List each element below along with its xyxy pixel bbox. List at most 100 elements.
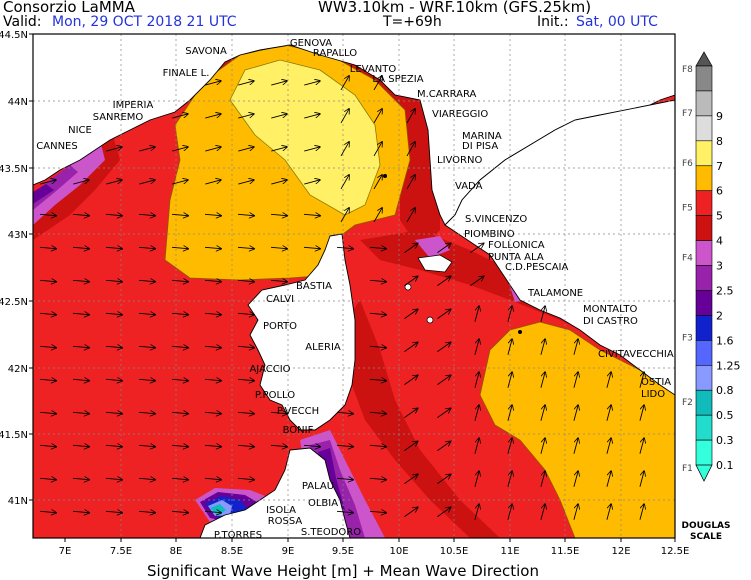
place-label: FOLLONICA bbox=[488, 240, 545, 251]
colorbar-segment bbox=[696, 266, 712, 291]
place-label: S.TEODORO bbox=[301, 527, 361, 538]
place-label: DI CASTRO bbox=[583, 316, 638, 327]
colorbar-value: 1.6 bbox=[716, 334, 734, 347]
colorbar-value: 0.5 bbox=[716, 409, 734, 422]
place-label: FINALE L. bbox=[163, 68, 210, 79]
place-label: LIVORNO bbox=[437, 155, 482, 166]
wave-height-colorbar: 0.1 0.3 0.5 0.8 1.25 1.6 2 2.5 3 4 5 6 7 8 9 F1 F2 F3 F4 F5… bbox=[682, 52, 741, 542]
douglas-force-label: F1 bbox=[682, 464, 693, 474]
colorbar-segment bbox=[696, 166, 712, 191]
place-label: LA SPEZIA bbox=[372, 74, 423, 85]
place-label: P.POLLO bbox=[255, 390, 295, 401]
colorbar-caption: SCALE bbox=[690, 532, 722, 542]
colorbar-top-arrow bbox=[696, 52, 712, 66]
place-label: ISOLA bbox=[266, 505, 296, 516]
place-label: IMPERIA bbox=[113, 100, 154, 111]
place-label: CIVITAVECCHIA bbox=[598, 349, 674, 360]
place-label: P.TORRES bbox=[214, 530, 262, 541]
place-label: P.VECCH bbox=[277, 406, 319, 417]
lon-tick-label: 12E bbox=[611, 546, 630, 557]
colorbar-value: 2 bbox=[716, 309, 723, 322]
douglas-force-label: F6 bbox=[682, 159, 693, 169]
colorbar-value: 0.3 bbox=[716, 434, 734, 447]
colorbar-value: 7 bbox=[716, 160, 723, 173]
place-label: OSTIA bbox=[641, 377, 671, 388]
colorbar-value: 1.25 bbox=[716, 359, 741, 372]
lat-tick-label: 42N bbox=[8, 364, 28, 375]
colorbar-segment bbox=[696, 390, 712, 415]
douglas-force-label: F7 bbox=[682, 109, 693, 119]
place-label: DI PISA bbox=[462, 141, 498, 152]
place-label: PALAU bbox=[302, 481, 334, 492]
colorbar-segment bbox=[696, 241, 712, 266]
lon-tick-label: 8E bbox=[170, 546, 183, 557]
map-caption: Significant Wave Height [m] + Mean Wave … bbox=[147, 562, 539, 580]
colorbar-segment bbox=[696, 290, 712, 315]
colorbar-segment bbox=[696, 440, 712, 465]
place-label: PIOMBINO bbox=[464, 229, 515, 240]
lon-tick-label: 11.5E bbox=[551, 546, 580, 557]
douglas-force-label: F5 bbox=[682, 204, 693, 214]
colorbar-caption: DOUGLAS bbox=[682, 521, 731, 531]
lon-tick-label: 10.5E bbox=[440, 546, 469, 557]
colorbar-value: 9 bbox=[716, 110, 723, 123]
colorbar-segment bbox=[696, 91, 712, 116]
lat-tick-label: 44.5N bbox=[0, 30, 28, 41]
lon-tick-label: 11E bbox=[500, 546, 519, 557]
colorbar-segment bbox=[696, 365, 712, 390]
lat-tick-label: 43.5N bbox=[0, 164, 28, 175]
lon-tick-label: 8.5E bbox=[221, 546, 243, 557]
colorbar-value: 0.1 bbox=[716, 459, 734, 472]
colorbar-segment bbox=[696, 191, 712, 216]
place-label: C.D.PESCAIA bbox=[505, 262, 569, 273]
place-label: VADA bbox=[455, 181, 483, 192]
place-label: S.VINCENZO bbox=[465, 214, 527, 225]
place-label: NICE bbox=[68, 125, 92, 136]
colorbar-value: 3 bbox=[716, 260, 723, 273]
lat-tick-label: 41N bbox=[8, 496, 28, 507]
colorbar-segment bbox=[696, 415, 712, 440]
douglas-force-label: F4 bbox=[682, 254, 693, 264]
douglas-force-label: F8 bbox=[682, 65, 693, 75]
place-label: CALVI bbox=[266, 294, 294, 305]
colorbar-segment bbox=[696, 315, 712, 340]
place-label: AJACCIO bbox=[249, 364, 290, 375]
lon-tick-label: 12.5E bbox=[661, 546, 690, 557]
place-label: PORTO bbox=[263, 321, 297, 332]
lon-tick-label: 10E bbox=[389, 546, 408, 557]
colorbar-value: 6 bbox=[716, 185, 723, 198]
lat-tick-label: 41.5N bbox=[0, 430, 28, 441]
lat-tick-label: 42.5N bbox=[0, 297, 28, 308]
place-label: OLBIA bbox=[308, 498, 338, 509]
colorbar-value: 4 bbox=[716, 235, 723, 248]
douglas-force-label: F2 bbox=[682, 398, 693, 408]
colorbar-segment bbox=[696, 216, 712, 241]
place-label: ALERIA bbox=[305, 342, 341, 353]
place-label: LIDO bbox=[641, 389, 665, 400]
place-label: SAVONA bbox=[185, 46, 227, 57]
place-label: RAPALLO bbox=[313, 48, 357, 59]
colorbar-segment bbox=[696, 141, 712, 166]
colorbar-bottom-arrow bbox=[696, 465, 712, 481]
lon-tick-label: 7E bbox=[59, 546, 72, 557]
place-label: ROSSA bbox=[268, 516, 303, 527]
place-label: M.CARRARA bbox=[417, 89, 477, 100]
colorbar-value: 0.8 bbox=[716, 384, 734, 397]
colorbar-value: 2.5 bbox=[716, 284, 734, 297]
douglas-force-label: F3 bbox=[682, 333, 693, 343]
lat-tick-label: 44N bbox=[8, 97, 28, 108]
lon-tick-label: 9.5E bbox=[332, 546, 354, 557]
colorbar-segment bbox=[696, 340, 712, 365]
place-label: BONIF bbox=[283, 425, 314, 436]
place-label: TALAMONE bbox=[527, 288, 583, 299]
lon-tick-label: 9E bbox=[282, 546, 295, 557]
colorbar-value: 5 bbox=[716, 210, 723, 223]
colorbar-segment bbox=[696, 66, 712, 91]
place-label: CANNES bbox=[36, 141, 77, 152]
place-label: MONTALTO bbox=[583, 304, 637, 315]
place-label: VIAREGGIO bbox=[432, 109, 488, 120]
place-label: SANREMO bbox=[93, 112, 144, 123]
colorbar-value: 8 bbox=[716, 135, 723, 148]
lon-tick-label: 7.5E bbox=[110, 546, 132, 557]
